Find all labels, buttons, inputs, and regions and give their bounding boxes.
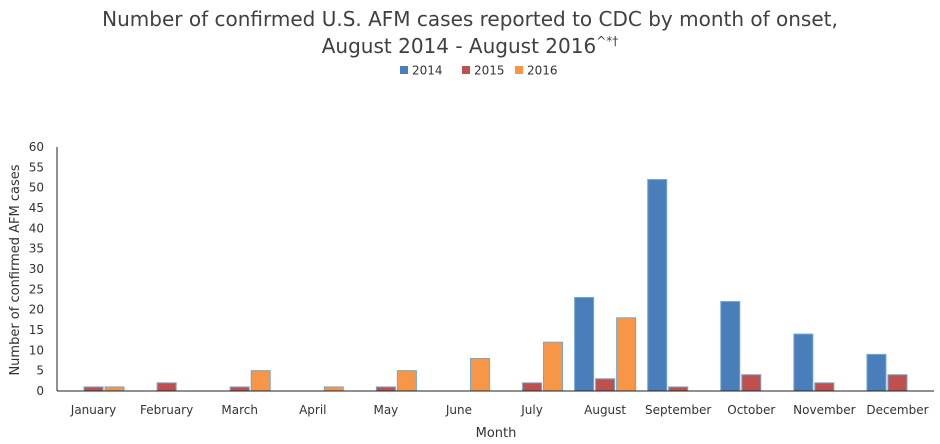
plot-area: 0 5 10 15 20 25 30 35 40 45 50 55 60 January February M… — [29, 140, 934, 417]
y-axis-title: Number of confirmed AFM cases — [8, 164, 23, 375]
y-tick-label: 35 — [29, 242, 44, 256]
legend-swatch — [400, 66, 408, 74]
x-tick-label: September — [645, 403, 711, 417]
chart-title-line1: Number of confirmed U.S. AFM cases repor… — [102, 7, 838, 31]
bar-2016-march — [250, 370, 271, 392]
y-tick-label: 40 — [29, 221, 44, 235]
x-tick-label: January — [70, 403, 117, 417]
bar-2016-may — [396, 370, 417, 392]
y-tick-label: 5 — [36, 364, 44, 378]
legend-item-2016: 2016 — [515, 64, 558, 78]
y-tick-label: 0 — [36, 384, 44, 398]
x-tick-label: April — [299, 403, 326, 417]
x-tick-label: February — [140, 403, 193, 417]
legend-swatch — [462, 66, 470, 74]
y-tick-label: 60 — [29, 140, 44, 154]
legend-swatch — [515, 66, 523, 74]
bar-2015-may — [375, 386, 396, 392]
x-tick-label: October — [727, 403, 775, 417]
x-tick-label: August — [584, 403, 626, 417]
legend-label: 2016 — [527, 64, 558, 78]
bar-2015-october — [741, 374, 762, 392]
legend-label: 2014 — [412, 64, 443, 78]
bar-2016-july — [543, 341, 564, 392]
x-tick-label: March — [221, 403, 258, 417]
bar-2016-january — [104, 386, 125, 392]
bar-2014-december — [866, 353, 887, 392]
bar-2014-august — [574, 296, 595, 392]
x-tick-label: December — [866, 403, 928, 417]
y-tick-label: 50 — [29, 181, 44, 195]
y-tick-label: 55 — [29, 160, 44, 174]
chart-legend: 2014 2015 2016 — [400, 64, 558, 78]
y-tick-label: 25 — [29, 282, 44, 296]
bar-2014-september — [647, 179, 668, 392]
y-tick-label: 15 — [29, 323, 44, 337]
x-tick-label: November — [793, 403, 855, 417]
legend-label: 2015 — [474, 64, 505, 78]
bar-2014-november — [793, 333, 814, 392]
x-tick-label: May — [373, 403, 398, 417]
legend-item-2014: 2014 — [400, 64, 443, 78]
y-tick-label: 45 — [29, 201, 44, 215]
bar-2015-february — [156, 382, 177, 392]
bar-2015-july — [522, 382, 543, 392]
chart-title-line2: August 2014 - August 2016^*† — [322, 34, 619, 58]
bar-2015-march — [229, 386, 250, 392]
chart-title-superscript: ^*† — [596, 34, 618, 48]
bar-2014-october — [720, 301, 741, 392]
chart-title-main: August 2014 - August 2016 — [322, 34, 596, 58]
y-tick-label: 30 — [29, 262, 44, 276]
legend-item-2015: 2015 — [462, 64, 505, 78]
bar-2015-november — [814, 382, 835, 392]
bar-2015-august — [595, 378, 616, 392]
bar-2016-august — [616, 317, 637, 392]
bar-2015-september — [668, 386, 689, 392]
bar-2015-december — [887, 374, 908, 392]
x-tick-label: June — [445, 403, 472, 417]
bar-2015-january — [83, 386, 104, 392]
y-tick-label: 10 — [29, 343, 44, 357]
bar-2016-april — [323, 386, 344, 392]
bar-2016-june — [469, 357, 490, 392]
y-tick-label: 20 — [29, 303, 44, 317]
x-tick-label: July — [520, 403, 543, 417]
x-axis-title: Month — [476, 426, 517, 441]
